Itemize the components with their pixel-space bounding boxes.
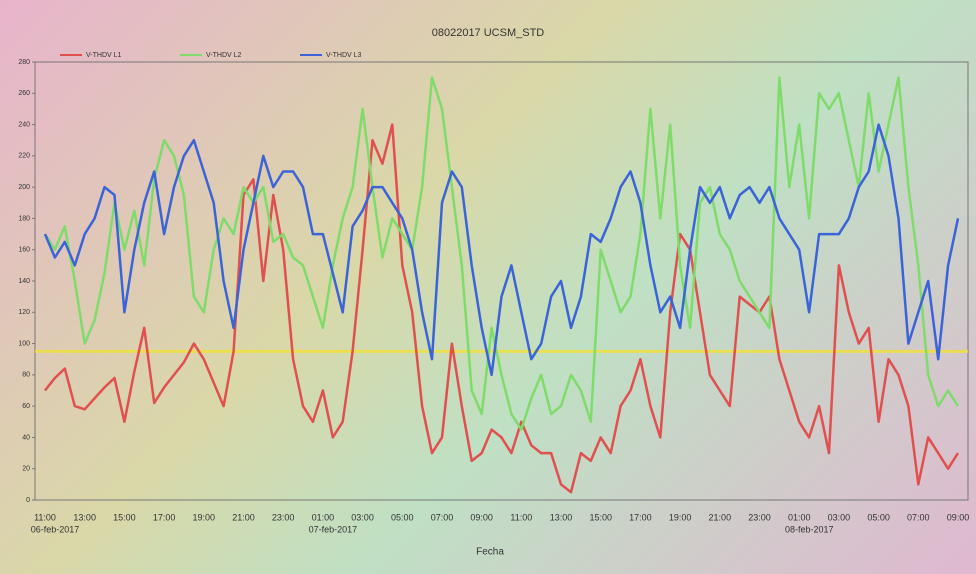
date-label: 07-feb-2017 xyxy=(309,524,358,534)
series-line xyxy=(45,125,958,375)
x-tick-label: 13:00 xyxy=(73,512,96,522)
x-tick-label: 05:00 xyxy=(391,512,414,522)
y-tick-label: 240 xyxy=(18,121,30,128)
x-tick-label: 01:00 xyxy=(788,512,811,522)
y-tick-label: 40 xyxy=(22,434,30,441)
legend-label: V-THDV L1 xyxy=(86,52,122,59)
x-tick-label: 03:00 xyxy=(828,512,851,522)
date-label: 08-feb-2017 xyxy=(785,524,834,534)
y-tick-label: 260 xyxy=(18,90,30,97)
x-tick-label: 09:00 xyxy=(947,512,970,522)
x-tick-label: 05:00 xyxy=(867,512,890,522)
series-line xyxy=(45,78,958,430)
x-tick-label: 21:00 xyxy=(232,512,255,522)
x-tick-label: 17:00 xyxy=(629,512,652,522)
x-tick-label: 13:00 xyxy=(550,512,573,522)
y-tick-label: 80 xyxy=(22,372,30,379)
y-tick-label: 140 xyxy=(18,278,30,285)
x-tick-label: 09:00 xyxy=(470,512,493,522)
x-axis-label: Fecha xyxy=(476,547,504,558)
y-tick-label: 180 xyxy=(18,215,30,222)
y-tick-label: 60 xyxy=(22,403,30,410)
legend-label: V-THDV L3 xyxy=(326,52,362,59)
x-tick-label: 19:00 xyxy=(669,512,692,522)
x-tick-label: 17:00 xyxy=(153,512,176,522)
y-tick-label: 200 xyxy=(18,184,30,191)
chart-title: 08022017 UCSM_STD xyxy=(432,27,545,39)
y-tick-label: 280 xyxy=(18,59,30,66)
y-tick-label: 220 xyxy=(18,153,30,160)
x-tick-label: 11:00 xyxy=(510,512,532,522)
y-tick-label: 120 xyxy=(18,309,30,316)
legend-label: V-THDV L2 xyxy=(206,52,242,59)
y-tick-label: 20 xyxy=(22,466,30,473)
x-tick-label: 19:00 xyxy=(193,512,216,522)
x-tick-label: 15:00 xyxy=(113,512,136,522)
x-tick-label: 23:00 xyxy=(272,512,295,522)
y-tick-label: 100 xyxy=(18,340,30,347)
x-tick-label: 15:00 xyxy=(589,512,612,522)
plot-frame xyxy=(35,62,968,500)
x-tick-label: 01:00 xyxy=(312,512,335,522)
y-tick-label: 160 xyxy=(18,247,30,254)
x-tick-label: 23:00 xyxy=(748,512,771,522)
x-tick-label: 07:00 xyxy=(907,512,930,522)
series-line xyxy=(45,125,958,493)
chart: 08022017 UCSM_STD Fecha 0 20 40 60 80 100 120 1… xyxy=(0,0,976,574)
x-tick-label: 11:00 xyxy=(34,512,56,522)
date-label: 06-feb-2017 xyxy=(31,524,80,534)
x-tick-label: 03:00 xyxy=(351,512,374,522)
x-tick-label: 21:00 xyxy=(709,512,732,522)
x-tick-label: 07:00 xyxy=(431,512,454,522)
y-tick-label: 0 xyxy=(26,497,30,504)
